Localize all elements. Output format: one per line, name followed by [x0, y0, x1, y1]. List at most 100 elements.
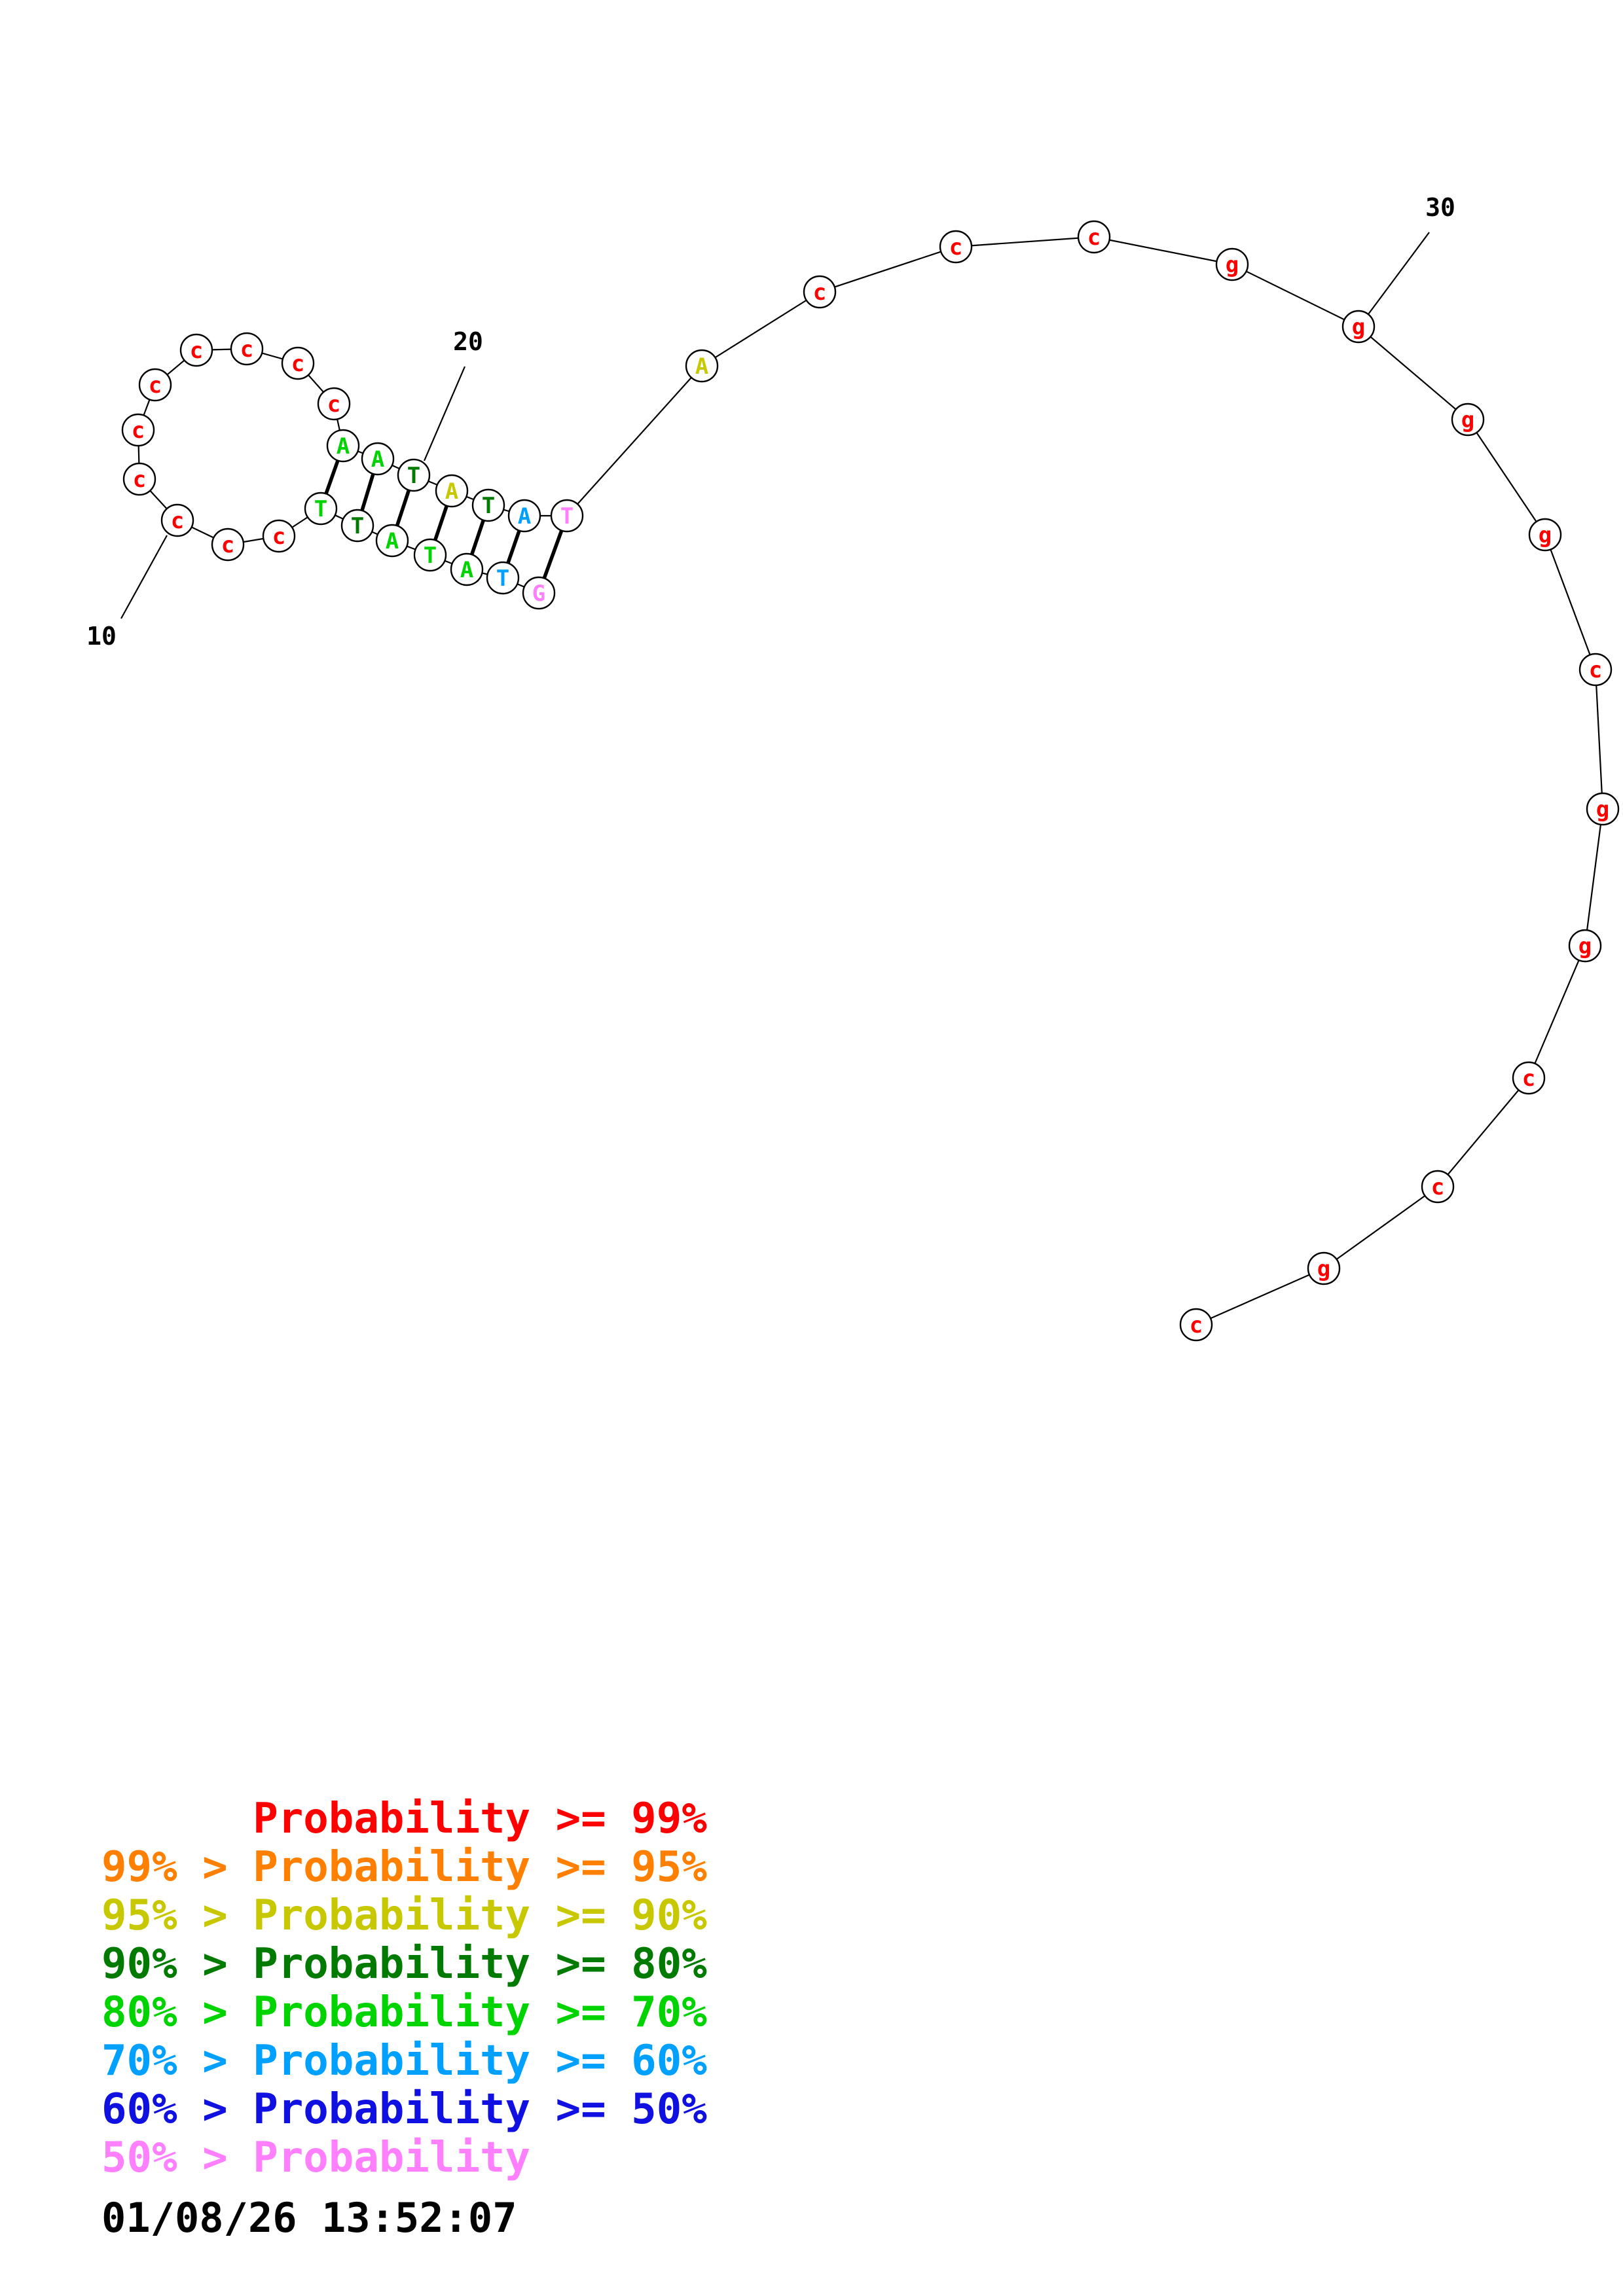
base-node — [230, 332, 264, 366]
base-node — [361, 442, 395, 476]
base-letter: T — [496, 565, 509, 592]
base-node — [211, 528, 245, 562]
base-letter: T — [482, 493, 495, 519]
base-node — [281, 346, 315, 380]
base-letter: c — [1190, 1312, 1203, 1338]
base-node — [121, 413, 155, 447]
position-label-line — [423, 366, 466, 461]
base-letter: g — [1352, 314, 1365, 340]
base-node — [550, 499, 584, 533]
base-letter: g — [1226, 252, 1239, 278]
backbone-segment — [1594, 669, 1604, 810]
base-node — [179, 333, 213, 367]
backbone-segment — [1195, 1267, 1324, 1326]
base-letter: g — [1539, 522, 1552, 548]
base-node — [435, 474, 469, 508]
base-node — [1179, 1308, 1213, 1342]
base-node — [1578, 653, 1613, 687]
base-node — [1528, 518, 1562, 552]
base-node — [262, 519, 296, 553]
base-letter: g — [1578, 933, 1592, 960]
base-node — [326, 429, 360, 463]
base-letter: T — [314, 496, 327, 522]
legend-entry: 60% > Probability >= 50% — [101, 2085, 707, 2134]
base-letter: c — [949, 234, 962, 260]
base-letter: T — [560, 503, 574, 529]
position-label-line — [1368, 232, 1430, 315]
base-letter: c — [327, 391, 340, 418]
legend-entry: 80% > Probability >= 70% — [101, 1988, 707, 2037]
legend-entry: Probability >= 99% — [101, 1795, 707, 1843]
legend-entry: 70% > Probability >= 60% — [101, 2037, 707, 2085]
base-letter: c — [190, 338, 203, 364]
backbone-segment — [1437, 1077, 1529, 1187]
position-label: 30 — [1425, 193, 1455, 222]
backbone-segment — [1093, 236, 1233, 266]
base-node — [486, 561, 520, 595]
backbone-segment — [1467, 419, 1546, 535]
backbone-segment — [1584, 808, 1604, 946]
base-letter: c — [1087, 224, 1101, 251]
base-letter: G — [532, 581, 545, 607]
base-letter: A — [371, 446, 384, 473]
base-letter: c — [272, 524, 285, 550]
base-node — [304, 492, 338, 526]
base-node — [375, 524, 409, 558]
base-letter: g — [1596, 797, 1609, 823]
base-node — [413, 538, 447, 572]
legend-entry: 50% > Probability — [101, 2134, 531, 2182]
base-node — [522, 576, 556, 610]
base-letter: T — [407, 463, 420, 489]
probability-legend: Probability >= 99% 99% > Probability >= … — [101, 1795, 707, 2182]
backbone-segment — [1544, 534, 1597, 670]
base-letter: T — [351, 513, 364, 539]
backbone-segment — [1231, 264, 1359, 327]
base-node — [1451, 403, 1485, 437]
base-letter: c — [132, 418, 145, 444]
base-node — [1307, 1251, 1341, 1285]
base-letter: T — [424, 543, 437, 569]
base-letter: c — [240, 336, 253, 363]
legend-entry: 95% > Probability >= 90% — [101, 1892, 707, 1940]
base-letter: c — [221, 532, 234, 558]
base-letter: c — [133, 467, 146, 493]
backbone-segment — [701, 291, 820, 367]
base-letter: c — [1431, 1174, 1444, 1200]
base-node — [317, 387, 351, 421]
backbone-segment — [566, 365, 702, 516]
position-label: 10 — [86, 622, 117, 651]
base-node — [122, 462, 156, 496]
base-letter: A — [460, 557, 473, 583]
base-node — [1586, 792, 1620, 826]
backbone-segment — [955, 236, 1095, 248]
legend-entry: 99% > Probability >= 95% — [101, 1843, 707, 1892]
base-letter: c — [291, 351, 304, 377]
base-letter: c — [149, 372, 162, 399]
base-letter: c — [1589, 657, 1602, 683]
base-letter: c — [171, 508, 184, 534]
base-node — [160, 503, 194, 537]
base-letter: A — [386, 528, 399, 554]
legend-entry: 90% > Probability >= 80% — [101, 1940, 707, 1988]
backbone-segment — [819, 245, 957, 293]
base-letter: A — [518, 503, 531, 529]
base-node — [507, 499, 541, 533]
base-letter: A — [695, 353, 708, 380]
base-node — [803, 275, 837, 309]
base-node — [138, 368, 172, 402]
backbone-segment — [1527, 945, 1586, 1079]
base-node — [685, 349, 719, 383]
base-node — [450, 552, 484, 586]
base-letter: g — [1317, 1256, 1330, 1282]
base-node — [1341, 310, 1376, 344]
base-node — [1568, 929, 1602, 963]
base-letter: A — [445, 478, 458, 505]
base-node — [1421, 1170, 1455, 1204]
base-letter: A — [337, 433, 350, 459]
base-node — [340, 509, 374, 543]
base-letter: c — [1522, 1066, 1535, 1092]
base-letter: c — [813, 279, 826, 306]
base-node — [1077, 220, 1111, 254]
